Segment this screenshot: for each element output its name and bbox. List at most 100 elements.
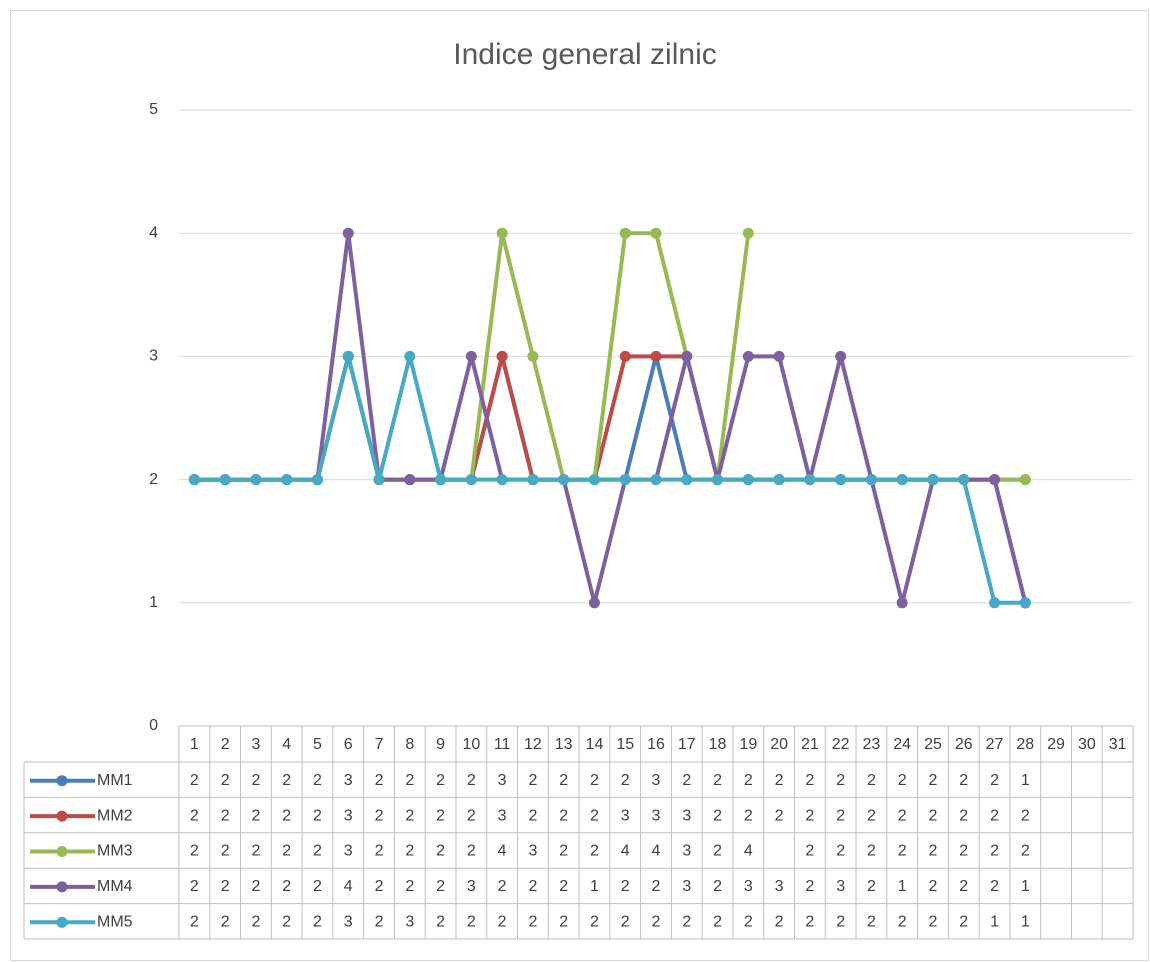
table-value: 3 — [682, 843, 691, 860]
table-value: 2 — [282, 914, 291, 931]
table-value: 2 — [898, 914, 907, 931]
table-value: 2 — [559, 843, 568, 860]
table-value: 2 — [282, 843, 291, 860]
series-marker — [527, 474, 539, 486]
x-tick-label: 23 — [863, 736, 881, 753]
table-value: 2 — [621, 914, 630, 931]
table-value: 2 — [867, 843, 876, 860]
table-value: 2 — [590, 807, 599, 824]
table-value: 2 — [221, 878, 230, 895]
table-value: 3 — [652, 807, 661, 824]
x-tick-label: 11 — [494, 736, 511, 753]
table-value: 2 — [559, 807, 568, 824]
table-value: 2 — [959, 914, 968, 931]
table-value: 3 — [467, 878, 476, 895]
series-marker — [188, 474, 200, 486]
table-value: 2 — [959, 878, 968, 895]
x-tick-label: 3 — [251, 736, 260, 753]
table-value: 2 — [375, 914, 384, 931]
table-value: 2 — [867, 878, 876, 895]
table-value: 2 — [929, 772, 938, 789]
table-value: 3 — [836, 878, 845, 895]
series-marker — [496, 227, 508, 239]
table-value: 2 — [467, 772, 476, 789]
table-value: 2 — [1021, 807, 1030, 824]
legend-label: MM5 — [97, 914, 133, 931]
series-marker — [588, 474, 600, 486]
x-tick-label: 25 — [924, 736, 942, 753]
series-marker — [681, 350, 693, 362]
table-value: 2 — [805, 843, 814, 860]
table-value: 2 — [313, 843, 322, 860]
table-value: 2 — [251, 914, 260, 931]
series-marker — [1019, 474, 1031, 486]
table-value: 2 — [744, 807, 753, 824]
y-tick-label: 2 — [149, 471, 158, 488]
x-tick-label: 31 — [1109, 736, 1127, 753]
x-tick-label: 12 — [524, 736, 542, 753]
table-value: 2 — [405, 772, 414, 789]
series-marker — [465, 350, 477, 362]
table-value: 2 — [467, 807, 476, 824]
series-marker — [650, 474, 662, 486]
table-value: 2 — [867, 914, 876, 931]
series-marker — [558, 474, 570, 486]
table-value: 2 — [559, 772, 568, 789]
table-value: 2 — [590, 914, 599, 931]
x-tick-label: 13 — [555, 736, 573, 753]
legend-label: MM3 — [97, 843, 133, 860]
table-value: 2 — [836, 914, 845, 931]
table-value: 3 — [775, 878, 784, 895]
series-marker — [250, 474, 262, 486]
table-value: 2 — [805, 878, 814, 895]
table-value: 2 — [375, 807, 384, 824]
series-marker — [496, 474, 508, 486]
series-marker — [896, 597, 908, 609]
x-tick-label: 24 — [893, 736, 911, 753]
table-value: 2 — [744, 772, 753, 789]
table-value: 1 — [990, 914, 999, 931]
x-tick-label: 28 — [1016, 736, 1034, 753]
x-tick-label: 7 — [375, 736, 384, 753]
table-value: 2 — [436, 843, 445, 860]
series-marker — [835, 474, 847, 486]
x-tick-label: 30 — [1078, 736, 1096, 753]
table-value: 2 — [251, 843, 260, 860]
series-marker — [681, 474, 693, 486]
table-value: 2 — [805, 772, 814, 789]
table-value: 2 — [528, 914, 537, 931]
x-tick-label: 21 — [801, 736, 819, 753]
table-value: 4 — [652, 843, 661, 860]
table-value: 3 — [498, 772, 507, 789]
table-value: 2 — [652, 878, 661, 895]
table-value: 1 — [898, 878, 907, 895]
table-value: 2 — [775, 772, 784, 789]
table-value: 2 — [313, 807, 322, 824]
table-value: 2 — [528, 878, 537, 895]
series-marker — [342, 350, 354, 362]
table-value: 2 — [559, 878, 568, 895]
table-value: 2 — [867, 772, 876, 789]
x-tick-label: 22 — [832, 736, 850, 753]
series-marker — [619, 227, 631, 239]
table-value: 2 — [990, 843, 999, 860]
x-tick-label: 8 — [405, 736, 414, 753]
table-value: 3 — [652, 772, 661, 789]
y-tick-label: 1 — [149, 594, 158, 611]
table-value: 2 — [805, 807, 814, 824]
table-value: 2 — [405, 807, 414, 824]
table-value: 2 — [498, 878, 507, 895]
series-marker — [896, 474, 908, 486]
table-value: 2 — [528, 807, 537, 824]
table-value: 2 — [621, 878, 630, 895]
table-value: 2 — [959, 843, 968, 860]
table-value: 2 — [251, 772, 260, 789]
table-value: 2 — [405, 878, 414, 895]
series-marker — [773, 350, 785, 362]
x-tick-label: 17 — [678, 736, 696, 753]
y-tick-label: 5 — [149, 101, 158, 118]
table-value: 2 — [867, 807, 876, 824]
series-marker — [989, 597, 1001, 609]
x-tick-label: 20 — [770, 736, 788, 753]
x-tick-label: 6 — [344, 736, 353, 753]
